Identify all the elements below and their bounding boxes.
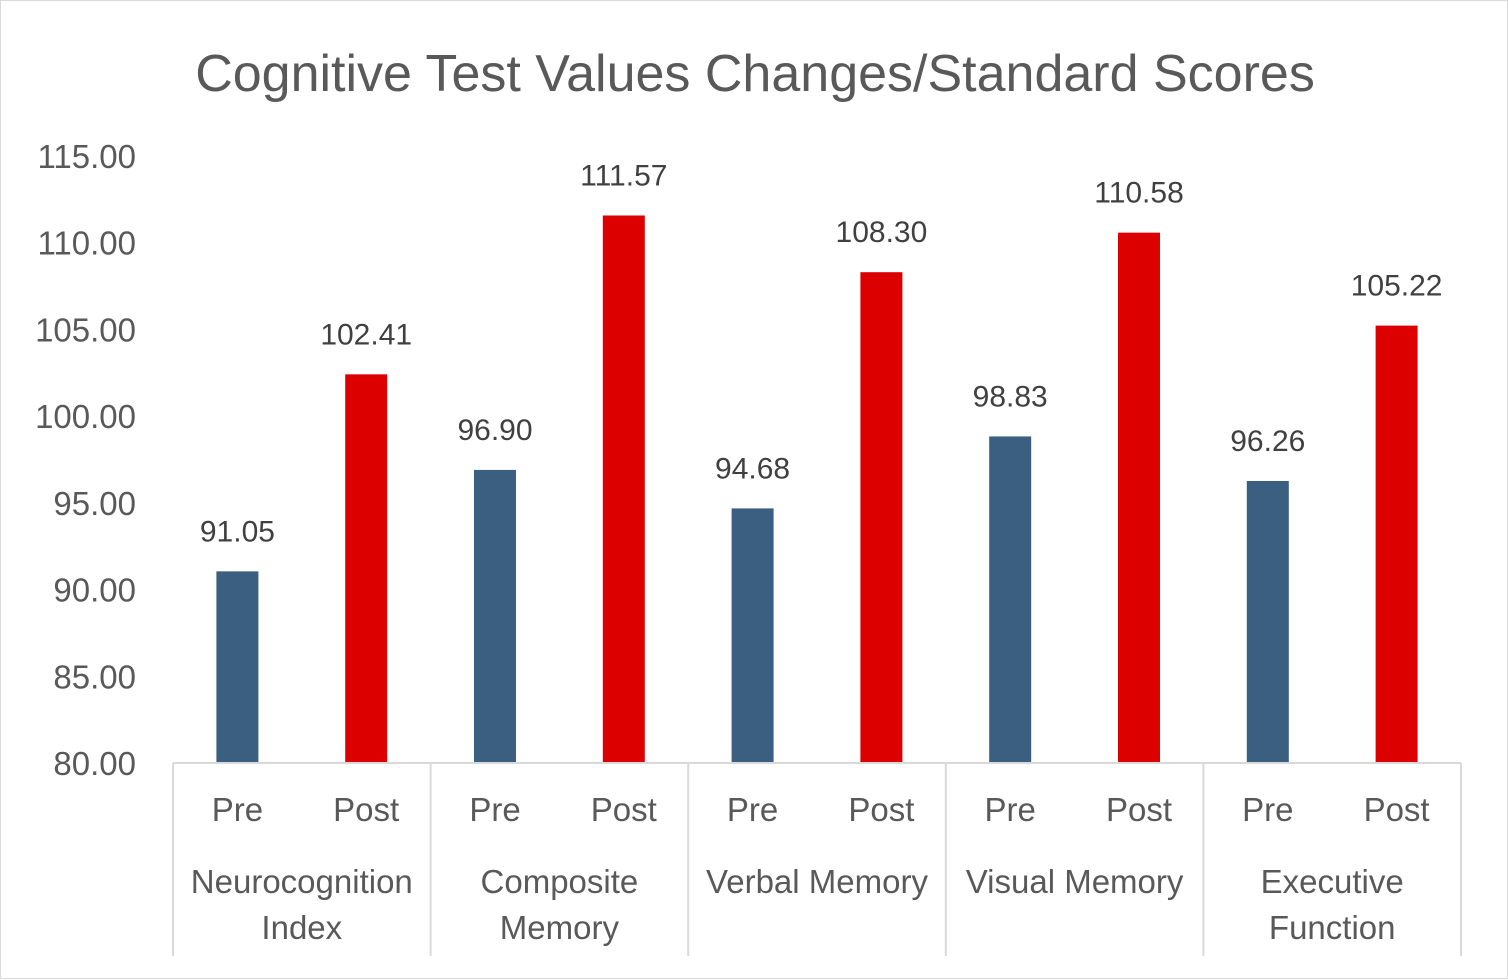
- data-label: 110.58: [1094, 177, 1184, 210]
- x-group-label: Composite: [481, 863, 639, 900]
- y-tick-label: 95.00: [53, 485, 136, 522]
- x-group-label: Visual Memory: [966, 863, 1184, 900]
- x-group-label: Function: [1269, 909, 1396, 946]
- x-sub-label: Pre: [985, 791, 1036, 828]
- x-group-label: Executive: [1261, 863, 1404, 900]
- bar-post: [602, 215, 645, 764]
- y-tick-label: 110.00: [38, 225, 136, 262]
- x-sub-label: Pre: [469, 791, 520, 828]
- bar-post: [860, 272, 903, 763]
- data-label: 105.22: [1351, 270, 1443, 303]
- x-group-label: Neurocognition: [191, 863, 413, 900]
- y-tick-label: 85.00: [53, 658, 136, 695]
- x-sub-label: Post: [848, 791, 914, 828]
- x-sub-label: Pre: [212, 791, 263, 828]
- x-sub-label: Post: [1364, 791, 1430, 828]
- bars: [216, 215, 1418, 764]
- y-tick-label: 115.00: [38, 138, 136, 175]
- bar-post: [1118, 232, 1160, 764]
- data-label: 108.30: [836, 216, 928, 249]
- bar-pre: [1246, 481, 1289, 763]
- data-label: 94.68: [715, 452, 790, 485]
- y-tick-label: 105.00: [35, 311, 136, 348]
- x-sub-label: Pre: [727, 791, 778, 828]
- data-labels: 91.05 102.41 96.90 111.57 94.68 108.30 98.83 11…: [200, 159, 1443, 548]
- y-axis-ticks: 80.00 85.00 90.00 95.00 100.00 105.00 110.00 11…: [35, 138, 136, 782]
- bar-pre: [989, 436, 1032, 763]
- y-tick-label: 80.00: [53, 745, 136, 782]
- y-tick-label: 100.00: [35, 398, 136, 435]
- data-label: 96.26: [1230, 425, 1305, 458]
- bar-post: [1375, 325, 1418, 763]
- x-group-label: Verbal Memory: [706, 863, 928, 900]
- x-sub-label: Post: [333, 791, 399, 828]
- x-axis: Pre Post Neurocognition Index Pre Post Composi…: [172, 762, 1462, 956]
- y-tick-label: 90.00: [53, 572, 136, 609]
- data-label: 96.90: [457, 414, 532, 447]
- bar-pre: [216, 571, 259, 763]
- data-label: 91.05: [200, 515, 275, 548]
- data-label: 102.41: [320, 318, 412, 351]
- bar-pre: [731, 508, 774, 763]
- x-group-label: Index: [261, 909, 342, 946]
- bar-post: [345, 374, 388, 763]
- data-label: 111.57: [580, 159, 667, 192]
- x-group-label: Memory: [500, 909, 620, 946]
- bar-pre: [474, 469, 516, 763]
- chart-title: Cognitive Test Values Changes/Standard S…: [195, 45, 1315, 103]
- data-label: 98.83: [973, 380, 1048, 413]
- x-sub-label: Post: [591, 791, 657, 828]
- x-sub-label: Pre: [1242, 791, 1293, 828]
- x-sub-label: Post: [1106, 791, 1172, 828]
